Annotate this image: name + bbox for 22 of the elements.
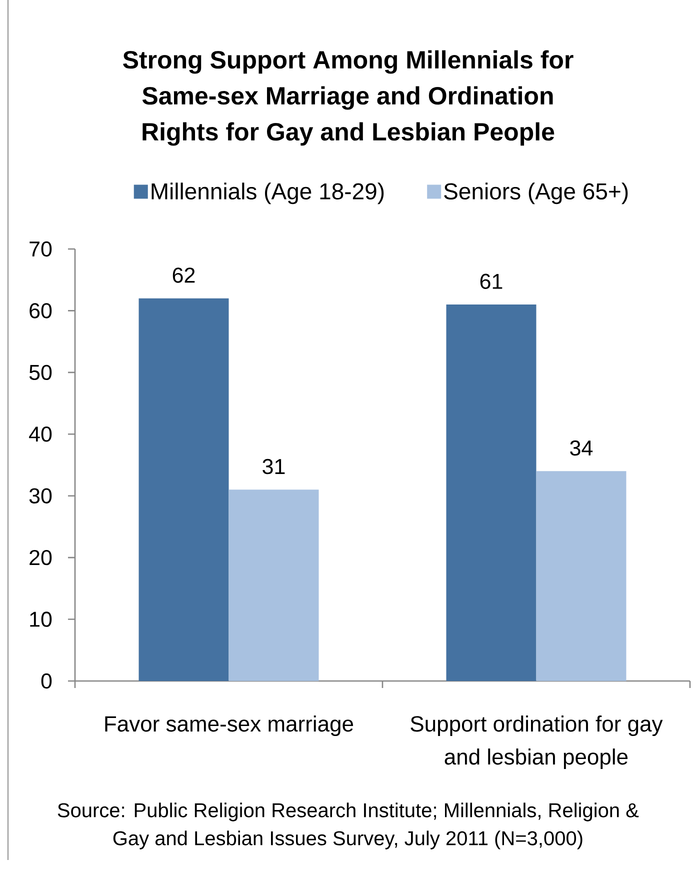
x-tick-label: Favor same-sex marriage bbox=[105, 716, 354, 736]
bar bbox=[228, 490, 319, 681]
source-note: Source: Public Religion Research Institute; Millennials, Religion & Gay and Lesbian Issues Survey, July 2011 (N=3,000) bbox=[58, 802, 639, 850]
bar bbox=[446, 304, 536, 681]
data-label: 34 bbox=[570, 440, 593, 456]
y-tick-label: 40 bbox=[29, 426, 52, 442]
y-tick-label: 10 bbox=[30, 612, 52, 627]
chart-title: Strong Support Among Millennials for Same-sex Marriage and Ordination Rights for Gay and Lesbian People bbox=[123, 50, 574, 146]
data-label: 61 bbox=[480, 274, 502, 290]
data-label: 31 bbox=[262, 458, 285, 474]
x-tick-label: Support ordination for gay and lesbian people bbox=[410, 716, 663, 770]
bar bbox=[138, 298, 229, 681]
y-tick-label: 60 bbox=[30, 303, 52, 318]
y-tick-label: 50 bbox=[29, 364, 52, 380]
legend-label: Millennials (Age 18-29) bbox=[152, 182, 384, 204]
legend-label: Seniors (Age 65+) bbox=[444, 182, 628, 204]
y-tick-label: 20 bbox=[30, 550, 52, 566]
y-tick-label: 30 bbox=[29, 488, 52, 504]
y-tick-label: 70 bbox=[30, 241, 52, 257]
y-tick-label: 0 bbox=[41, 673, 52, 689]
bar bbox=[536, 471, 626, 681]
data-label: 62 bbox=[172, 268, 195, 283]
